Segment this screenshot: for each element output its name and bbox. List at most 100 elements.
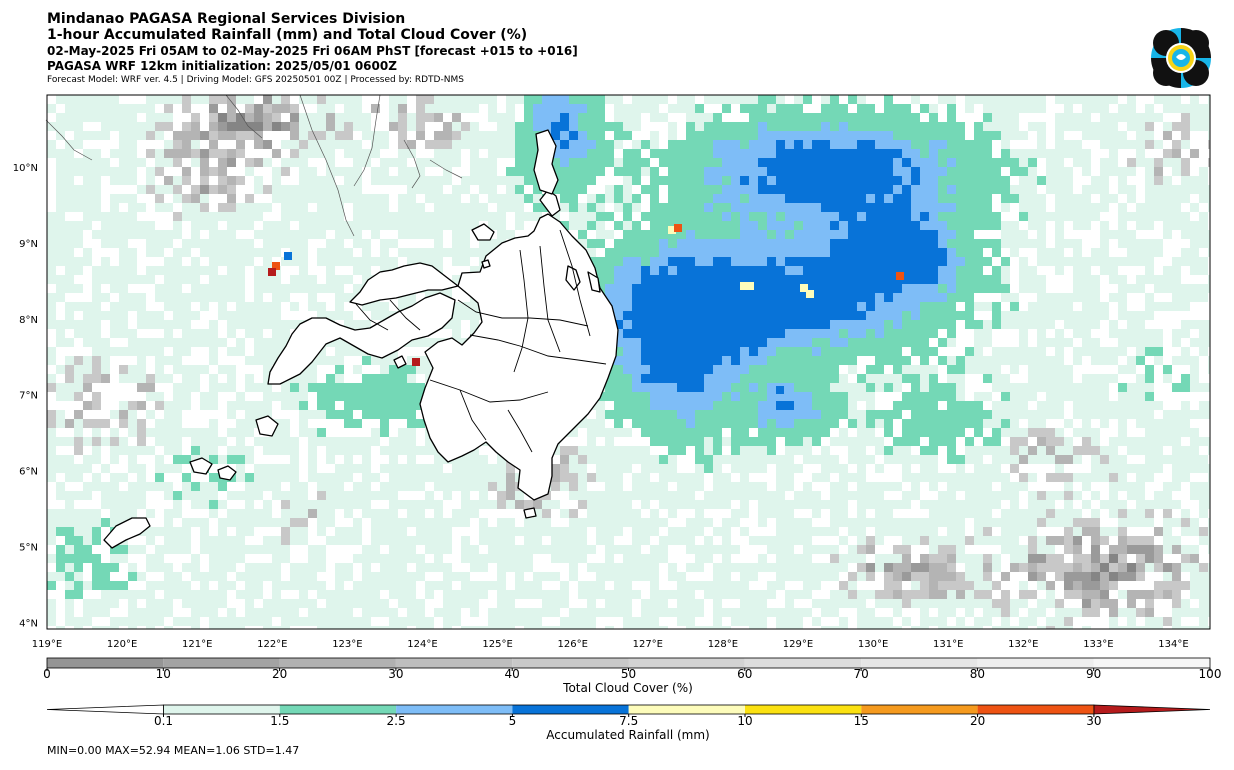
field-cell — [1073, 266, 1082, 275]
field-cell — [1136, 257, 1145, 266]
field-cell — [236, 95, 245, 104]
field-cell — [1037, 356, 1046, 365]
field-cell — [650, 185, 659, 194]
field-cell — [695, 239, 704, 248]
field-cell — [245, 383, 254, 392]
field-cell — [722, 212, 731, 221]
field-cell — [434, 131, 443, 140]
field-cell — [470, 140, 479, 149]
field-cell — [776, 428, 785, 437]
field-cell — [641, 104, 650, 113]
field-cell — [83, 482, 92, 491]
field-cell — [1019, 509, 1028, 518]
field-cell — [785, 518, 794, 527]
field-cell — [362, 212, 371, 221]
field-cell — [1055, 455, 1064, 464]
field-cell — [938, 131, 947, 140]
field-cell — [119, 374, 128, 383]
field-cell — [803, 212, 812, 221]
field-cell — [362, 275, 371, 284]
field-cell — [965, 140, 974, 149]
field-cell — [317, 437, 326, 446]
field-cell — [830, 221, 839, 230]
field-cell — [200, 518, 209, 527]
field-cell — [632, 140, 641, 149]
field-cell — [362, 437, 371, 446]
field-cell — [128, 221, 137, 230]
field-cell — [650, 221, 659, 230]
field-cell — [380, 356, 389, 365]
field-cell — [956, 131, 965, 140]
field-cell — [605, 185, 614, 194]
field-cell — [866, 185, 875, 194]
field-cell — [353, 266, 362, 275]
field-cell — [416, 509, 425, 518]
field-cell — [893, 266, 902, 275]
field-cell — [1028, 356, 1037, 365]
field-cell — [911, 284, 920, 293]
field-cell — [947, 320, 956, 329]
field-cell — [317, 482, 326, 491]
field-cell — [200, 149, 209, 158]
field-cell — [389, 482, 398, 491]
field-cell — [596, 113, 605, 122]
field-cell — [1082, 203, 1091, 212]
field-cell — [596, 527, 605, 536]
field-cell — [749, 437, 758, 446]
field-cell — [893, 293, 902, 302]
field-cell — [569, 122, 578, 131]
field-cell — [1163, 365, 1172, 374]
field-cell — [191, 239, 200, 248]
field-cell — [839, 482, 848, 491]
field-cell — [668, 383, 677, 392]
field-cell — [83, 518, 92, 527]
field-cell — [677, 194, 686, 203]
field-cell — [497, 176, 506, 185]
field-cell — [569, 482, 578, 491]
field-cell — [389, 221, 398, 230]
field-cell — [632, 374, 641, 383]
field-cell — [1145, 311, 1154, 320]
field-cell — [713, 230, 722, 239]
field-cell — [470, 104, 479, 113]
field-cell — [659, 428, 668, 437]
field-cell — [713, 410, 722, 419]
field-cell — [650, 257, 659, 266]
field-cell — [983, 509, 992, 518]
field-cell — [821, 383, 830, 392]
field-cell — [434, 194, 443, 203]
field-cell — [659, 365, 668, 374]
field-cell — [749, 347, 758, 356]
field-cell — [398, 410, 407, 419]
field-cell — [362, 320, 371, 329]
field-cell — [146, 392, 155, 401]
field-cell — [497, 131, 506, 140]
field-cell — [371, 257, 380, 266]
field-cell — [794, 419, 803, 428]
field-cell — [92, 329, 101, 338]
field-cell — [1001, 257, 1010, 266]
field-cell — [614, 113, 623, 122]
field-cell — [983, 122, 992, 131]
field-cell — [1163, 410, 1172, 419]
field-cell — [1127, 212, 1136, 221]
field-cell — [344, 104, 353, 113]
field-cell — [1145, 212, 1154, 221]
field-cell — [875, 122, 884, 131]
field-cell — [164, 410, 173, 419]
field-cell — [1082, 149, 1091, 158]
field-cell — [326, 383, 335, 392]
field-cell — [56, 149, 65, 158]
field-cell — [173, 149, 182, 158]
field-cell — [1190, 374, 1199, 383]
field-cell — [191, 122, 200, 131]
field-cell — [1037, 383, 1046, 392]
field-cell — [533, 185, 542, 194]
field-cell — [641, 284, 650, 293]
field-cell — [605, 149, 614, 158]
field-cell — [776, 293, 785, 302]
field-cell — [533, 527, 542, 536]
field-cell — [767, 104, 776, 113]
field-cell — [965, 248, 974, 257]
field-cell — [209, 383, 218, 392]
